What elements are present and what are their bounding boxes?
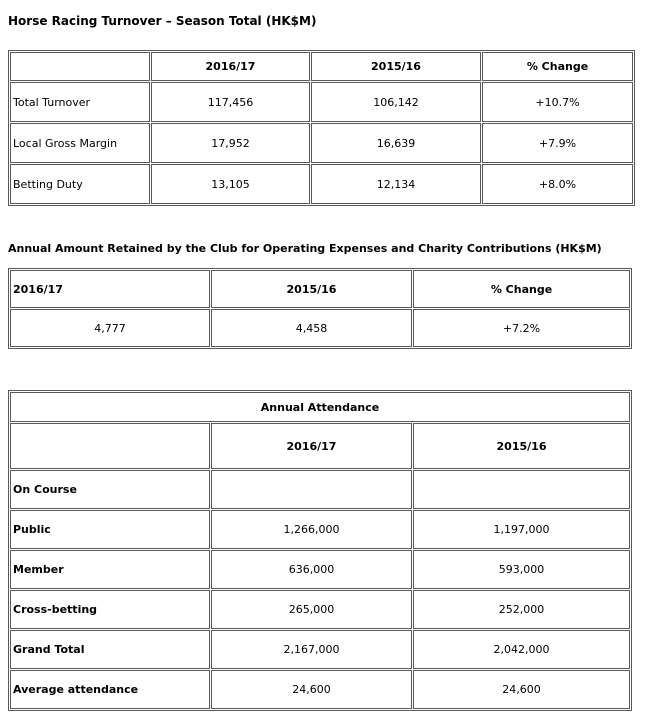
row-label-average-attendance: Average attendance: [10, 670, 210, 709]
turnover-header-2016-17: 2016/17: [151, 52, 310, 81]
turnover-header-blank: [10, 52, 150, 81]
retained-header-2015-16: 2015/16: [211, 270, 412, 308]
cell-value: 17,952: [151, 123, 310, 163]
retained-table-title: Annual Amount Retained by the Club for O…: [8, 242, 602, 255]
cell-value: 16,639: [311, 123, 481, 163]
row-label-on-course: On Course: [10, 470, 210, 509]
attendance-table: Annual Attendance 2016/17 2015/16 On Cou…: [8, 390, 633, 711]
cell-value: 265,000: [211, 590, 412, 629]
table-row: Cross-betting 265,000 252,000: [10, 590, 631, 629]
cell-value: 636,000: [211, 550, 412, 589]
row-label-cross-betting: Cross-betting: [10, 590, 210, 629]
cell-value: +10.7%: [482, 82, 633, 122]
row-label-local-gross-margin: Local Gross Margin: [10, 123, 150, 163]
cell-value: [211, 470, 412, 509]
cell-value: 593,000: [413, 550, 631, 589]
table-row: Public 1,266,000 1,197,000: [10, 510, 631, 549]
cell-value: 1,197,000: [413, 510, 631, 549]
cell-value: +7.2%: [413, 309, 630, 347]
table-row: Average attendance 24,600 24,600: [10, 670, 631, 709]
cell-value: 24,600: [413, 670, 631, 709]
cell-value: 4,458: [211, 309, 412, 347]
retained-header-change: % Change: [413, 270, 630, 308]
attendance-header-blank: [10, 423, 210, 469]
cell-value: [413, 470, 631, 509]
retained-header-row: 2016/17 2015/16 % Change: [10, 270, 630, 308]
table-row: On Course: [10, 470, 631, 509]
row-label-total-turnover: Total Turnover: [10, 82, 150, 122]
attendance-table-title: Annual Attendance: [10, 392, 631, 422]
row-label-betting-duty: Betting Duty: [10, 164, 150, 204]
table-row: Grand Total 2,167,000 2,042,000: [10, 630, 631, 669]
cell-value: 12,134: [311, 164, 481, 204]
attendance-caption-row: Annual Attendance: [10, 392, 631, 422]
cell-value: 252,000: [413, 590, 631, 629]
attendance-header-2016-17: 2016/17: [211, 423, 412, 469]
turnover-header-row: 2016/17 2015/16 % Change: [10, 52, 633, 81]
cell-value: 24,600: [211, 670, 412, 709]
cell-value: +8.0%: [482, 164, 633, 204]
cell-value: 117,456: [151, 82, 310, 122]
cell-value: 13,105: [151, 164, 310, 204]
table-row: Local Gross Margin 17,952 16,639 +7.9%: [10, 123, 633, 163]
retained-table: 2016/17 2015/16 % Change 4,777 4,458 +7.…: [8, 268, 632, 349]
cell-value: 106,142: [311, 82, 481, 122]
table-row: Betting Duty 13,105 12,134 +8.0%: [10, 164, 633, 204]
row-label-member: Member: [10, 550, 210, 589]
row-label-public: Public: [10, 510, 210, 549]
cell-value: 1,266,000: [211, 510, 412, 549]
table-row: Member 636,000 593,000: [10, 550, 631, 589]
cell-value: 2,167,000: [211, 630, 412, 669]
table-row: 4,777 4,458 +7.2%: [10, 309, 630, 347]
turnover-table-title: Horse Racing Turnover – Season Total (HK…: [8, 14, 317, 28]
retained-header-2016-17: 2016/17: [10, 270, 210, 308]
turnover-header-2015-16: 2015/16: [311, 52, 481, 81]
cell-value: 4,777: [10, 309, 210, 347]
turnover-header-change: % Change: [482, 52, 633, 81]
cell-value: 2,042,000: [413, 630, 631, 669]
row-label-grand-total: Grand Total: [10, 630, 210, 669]
cell-value: +7.9%: [482, 123, 633, 163]
attendance-header-2015-16: 2015/16: [413, 423, 631, 469]
turnover-table: 2016/17 2015/16 % Change Total Turnover …: [8, 50, 635, 206]
table-row: Total Turnover 117,456 106,142 +10.7%: [10, 82, 633, 122]
attendance-header-row: 2016/17 2015/16: [10, 423, 631, 469]
